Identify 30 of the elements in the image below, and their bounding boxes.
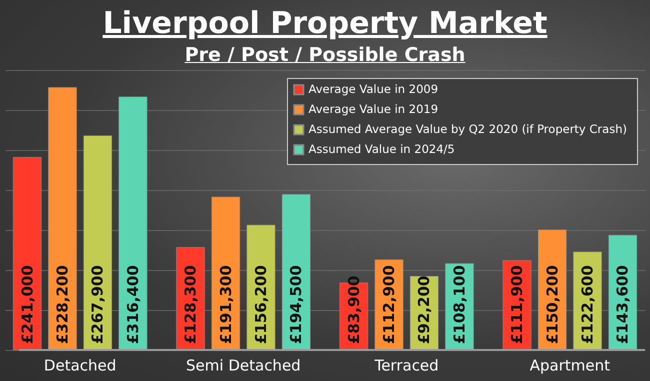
x-tick-label: Apartment: [530, 356, 610, 374]
data-label: £108,100: [450, 265, 468, 344]
chart-subtitle: Pre / Post / Possible Crash: [184, 43, 466, 68]
data-label: £156,200: [252, 265, 270, 344]
data-label: £328,200: [53, 265, 72, 344]
data-label: £143,600: [614, 265, 632, 344]
legend-label: Average Value in 2019: [308, 102, 438, 116]
data-label: £112,900: [380, 265, 398, 344]
bar: [48, 87, 77, 350]
bar: [12, 156, 42, 350]
data-label: £241,000: [18, 265, 36, 344]
data-label: £150,200: [543, 265, 562, 344]
data-label: £191,300: [216, 265, 235, 344]
legend-label: Assumed Value in 2024/5: [308, 142, 455, 156]
data-label: £111,900: [508, 265, 526, 344]
data-label: £267,900: [88, 265, 107, 344]
data-label: £128,300: [182, 265, 200, 344]
data-label: £92,200: [415, 276, 434, 344]
legend-label: Assumed Average Value by Q2 2020 (if Property Crash): [308, 122, 627, 136]
x-tick-label: Semi Detached: [186, 356, 301, 374]
bar: [118, 96, 148, 350]
legend-label: Average Value in 2009: [308, 82, 438, 96]
x-tick-label: Terraced: [374, 356, 439, 374]
data-label: £122,600: [578, 265, 597, 344]
data-label: £194,500: [287, 265, 306, 344]
chart-title: Liverpool Property Market: [102, 6, 548, 42]
bar: [83, 135, 112, 350]
data-label: £83,900: [344, 276, 363, 344]
data-label: £316,400: [124, 265, 142, 344]
x-tick-label: Detached: [44, 356, 116, 374]
